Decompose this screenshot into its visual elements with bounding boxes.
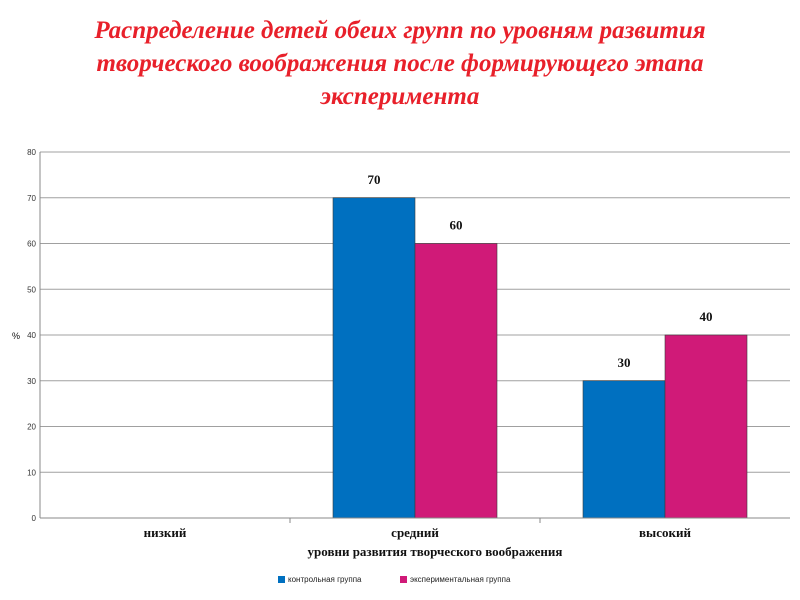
- category-labels: низкий средний высокий: [144, 525, 692, 540]
- y-axis-label: %: [12, 331, 20, 341]
- y-tick-label: 20: [27, 423, 36, 432]
- category-label: высокий: [639, 525, 691, 540]
- data-label: 40: [700, 309, 713, 324]
- y-tick-label: 60: [27, 240, 36, 249]
- y-tick-label: 40: [27, 331, 36, 340]
- chart-title-line: Распределение детей обеих групп по уровн…: [94, 17, 706, 44]
- chart-title: Распределение детей обеих групп по уровн…: [0, 14, 800, 113]
- x-axis-label: уровни развития творческого воображения: [308, 544, 563, 559]
- chart-title-line: творческого воображения после формирующе…: [96, 50, 704, 77]
- bar: [332, 197, 416, 519]
- y-tick-labels: 0 10 20 30 40 50 60 70 80: [27, 148, 36, 523]
- data-label: 70: [368, 172, 381, 187]
- data-label: 60: [450, 218, 463, 233]
- legend-label: контрольная группа: [288, 575, 362, 584]
- chart-title-line: эксперимента: [320, 83, 480, 110]
- legend-swatch: [400, 576, 407, 583]
- category-label: средний: [391, 525, 439, 540]
- y-tick-label: 50: [27, 285, 36, 294]
- category-label: низкий: [144, 525, 187, 540]
- bar: [414, 243, 498, 519]
- bars: [332, 197, 748, 519]
- legend-swatch: [278, 576, 285, 583]
- y-tick-label: 10: [27, 468, 36, 477]
- data-labels: 70 60 30 40: [368, 172, 713, 370]
- bar: [664, 334, 748, 519]
- y-tick-label: 80: [27, 148, 36, 157]
- y-tick-label: 70: [27, 194, 36, 203]
- y-tick-label: 0: [32, 514, 37, 523]
- axes: [39, 152, 790, 523]
- legend-label: экспериментальная группа: [410, 575, 511, 584]
- data-label: 30: [618, 355, 631, 370]
- y-tick-label: 30: [27, 377, 36, 386]
- legend: контрольная группа экспериментальная груп…: [278, 575, 511, 584]
- bar: [582, 380, 666, 519]
